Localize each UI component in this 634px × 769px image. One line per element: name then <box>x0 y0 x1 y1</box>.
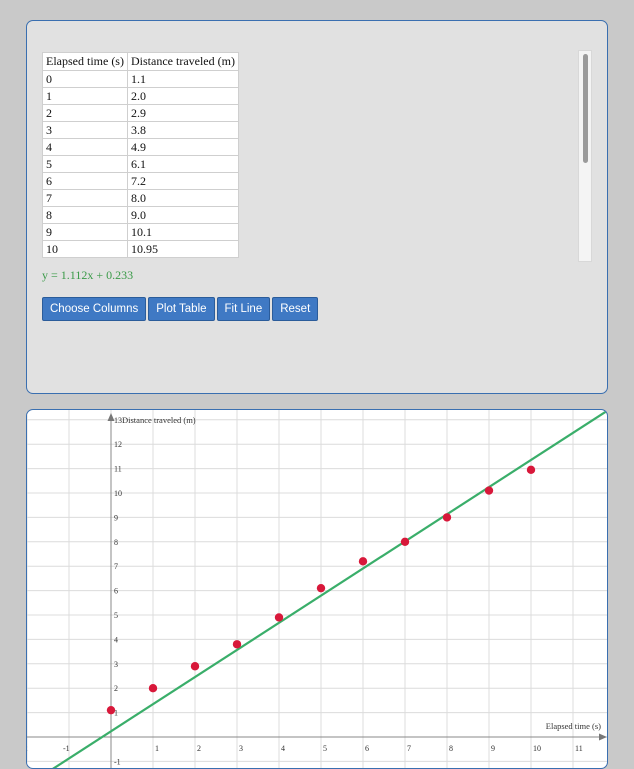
y-axis-title: Distance traveled (m) <box>122 415 196 425</box>
data-point[interactable] <box>442 513 452 522</box>
y-tick-label: 10 <box>114 489 122 498</box>
cell-elapsed-time[interactable]: 5 <box>42 155 128 173</box>
graph-panel: -2-11234567891011-112345678910111213Dist… <box>26 409 608 769</box>
x-tick-label: -2 <box>27 744 28 753</box>
data-point[interactable] <box>484 486 494 495</box>
data-point[interactable] <box>526 465 536 475</box>
x-axis-arrow <box>599 733 607 741</box>
y-tick-label: 13 <box>114 416 122 425</box>
choose-columns-button[interactable]: Choose Columns <box>42 297 147 321</box>
y-tick-label: 9 <box>114 513 118 522</box>
x-tick-label: 10 <box>533 744 541 753</box>
fit-line-button[interactable]: Fit Line <box>216 297 271 321</box>
y-tick-label: 11 <box>114 465 122 474</box>
x-tick-label: 9 <box>491 744 495 753</box>
cell-elapsed-time[interactable]: 3 <box>42 121 128 139</box>
table-body: 0 1.1 1 2.0 2 2.9 3 3.8 4 4.9 5 6.1 6 7.2 7 8.0 8 9.0 9 10.… <box>42 70 239 258</box>
cell-distance[interactable]: 6.1 <box>127 155 239 173</box>
table-row: 4 4.9 <box>42 138 239 156</box>
cell-elapsed-time[interactable]: 10 <box>42 240 128 258</box>
x-tick-label: 7 <box>407 744 411 753</box>
y-tick-label: -1 <box>114 757 121 766</box>
scrollbar-thumb[interactable] <box>583 54 588 163</box>
table-row: 6 7.2 <box>42 172 239 190</box>
y-tick-label: 2 <box>114 684 118 693</box>
cell-elapsed-time[interactable]: 7 <box>42 189 128 207</box>
y-tick-label: 12 <box>114 440 122 449</box>
y-tick-label: 6 <box>114 587 118 596</box>
data-table-container[interactable]: Elapsed time (s) Distance traveled (m) 0… <box>42 52 242 261</box>
cell-elapsed-time[interactable]: 6 <box>42 172 128 190</box>
cell-distance[interactable]: 10.95 <box>127 240 239 258</box>
data-table: Elapsed time (s) Distance traveled (m) 0… <box>42 52 239 258</box>
x-tick-label: 11 <box>575 744 583 753</box>
data-point[interactable] <box>274 613 284 622</box>
data-point[interactable] <box>148 684 158 693</box>
action-buttons: Choose Columns Plot Table Fit Line Reset <box>42 297 319 321</box>
x-tick-label: 3 <box>239 744 243 753</box>
y-axis-arrow <box>107 413 115 421</box>
cell-distance[interactable]: 2.0 <box>127 87 239 105</box>
data-point[interactable] <box>190 662 200 671</box>
x-tick-label: -1 <box>63 744 70 753</box>
reset-button[interactable]: Reset <box>272 297 319 321</box>
data-point[interactable] <box>232 640 242 649</box>
data-table-panel: Elapsed time (s) Distance traveled (m) 0… <box>26 20 608 394</box>
cell-elapsed-time[interactable]: 8 <box>42 206 128 224</box>
x-tick-label: 5 <box>323 744 327 753</box>
table-row: 7 8.0 <box>42 189 239 207</box>
cell-elapsed-time[interactable]: 2 <box>42 104 128 122</box>
y-tick-label: 5 <box>114 611 118 620</box>
table-row: 9 10.1 <box>42 223 239 241</box>
table-row: 8 9.0 <box>42 206 239 224</box>
cell-distance[interactable]: 3.8 <box>127 121 239 139</box>
fit-equation: y = 1.112x + 0.233 <box>42 268 134 282</box>
y-tick-label: 7 <box>114 562 118 571</box>
cell-elapsed-time[interactable]: 1 <box>42 87 128 105</box>
y-tick-label: 8 <box>114 538 118 547</box>
x-tick-label: 8 <box>449 744 453 753</box>
plot-table-button[interactable]: Plot Table <box>148 297 215 321</box>
table-row: 0 1.1 <box>42 70 239 88</box>
table-row: 5 6.1 <box>42 155 239 173</box>
y-tick-label: 3 <box>114 660 118 669</box>
cell-elapsed-time[interactable]: 0 <box>42 70 128 88</box>
column-header-elapsed-time[interactable]: Elapsed time (s) <box>42 52 128 71</box>
x-axis-title: Elapsed time (s) <box>546 721 601 731</box>
table-scrollbar[interactable] <box>578 50 592 262</box>
cell-elapsed-time[interactable]: 4 <box>42 138 128 156</box>
table-header-row: Elapsed time (s) Distance traveled (m) <box>42 52 239 71</box>
data-point[interactable] <box>358 557 368 566</box>
cell-distance[interactable]: 7.2 <box>127 172 239 190</box>
cell-distance[interactable]: 8.0 <box>127 189 239 207</box>
cell-distance[interactable]: 4.9 <box>127 138 239 156</box>
cell-distance[interactable]: 2.9 <box>127 104 239 122</box>
cell-distance[interactable]: 9.0 <box>127 206 239 224</box>
column-header-distance[interactable]: Distance traveled (m) <box>127 52 239 71</box>
y-tick-label: 1 <box>114 709 118 718</box>
x-tick-label: 1 <box>155 744 159 753</box>
table-row: 3 3.8 <box>42 121 239 139</box>
fit-line <box>52 410 607 768</box>
data-point[interactable] <box>316 583 326 593</box>
table-row: 1 2.0 <box>42 87 239 105</box>
table-row: 10 10.95 <box>42 240 239 258</box>
data-point[interactable] <box>400 537 410 546</box>
data-point[interactable] <box>106 705 116 715</box>
x-tick-label: 2 <box>197 744 201 753</box>
y-tick-label: 4 <box>114 635 118 644</box>
cell-elapsed-time[interactable]: 9 <box>42 223 128 241</box>
table-row: 2 2.9 <box>42 104 239 122</box>
x-tick-label: 6 <box>365 744 369 753</box>
x-tick-label: 4 <box>281 744 285 753</box>
cell-distance[interactable]: 10.1 <box>127 223 239 241</box>
cell-distance[interactable]: 1.1 <box>127 70 239 88</box>
scatter-plot[interactable]: -2-11234567891011-112345678910111213Dist… <box>27 410 608 769</box>
